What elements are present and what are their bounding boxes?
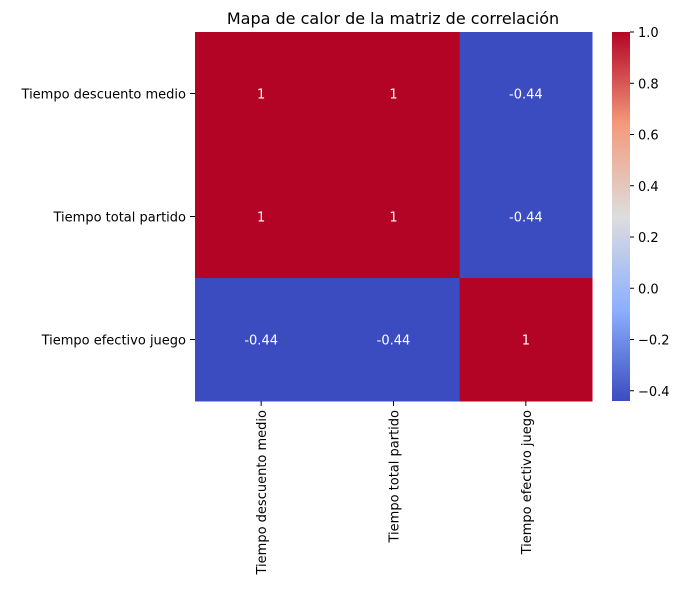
- x-tick-label: Tiempo descuento medio: [255, 410, 270, 576]
- cell-annotation: 1: [522, 334, 530, 349]
- cell-annotation: -0.44: [377, 334, 411, 349]
- cell-annotation: -0.44: [509, 88, 543, 103]
- heatmap-cell: [459, 278, 593, 402]
- cell-annotation: -0.44: [244, 334, 278, 349]
- heatmap-cells: [195, 32, 593, 402]
- colorbar-gradient: [612, 32, 630, 401]
- heatmap-cell: [459, 32, 593, 156]
- cell-annotation: 1: [389, 88, 397, 103]
- y-tick-label: Tiempo total partido: [53, 211, 187, 226]
- cell-annotation: 1: [257, 88, 265, 103]
- x-tick-label: Tiempo total partido: [388, 410, 403, 544]
- y-axis-labels: Tiempo descuento medio Tiempo total parti…: [21, 88, 195, 349]
- x-tick-label: Tiempo efectivo juego: [520, 410, 535, 555]
- heatmap-cell: [459, 155, 593, 279]
- cell-annotations: 1 1 -0.44 1 1 -0.44 -0.44 -0.44 1: [244, 88, 542, 349]
- cell-annotation: -0.44: [509, 211, 543, 226]
- heatmap-cell: [327, 32, 461, 156]
- heatmap-cell: [327, 155, 461, 279]
- chart-title: Mapa de calor de la matriz de correlació…: [227, 9, 559, 28]
- colorbar-tick-label: 0.2: [638, 231, 659, 246]
- colorbar: 1.0 0.8 0.6 0.4 0.2 0.0 −0.2 −0.4: [612, 26, 670, 401]
- heatmap-cell: [195, 32, 328, 156]
- colorbar-tick-label: −0.2: [638, 334, 670, 349]
- colorbar-tick-label: 0.4: [638, 180, 659, 195]
- colorbar-tick-label: 0.8: [638, 77, 659, 92]
- colorbar-tick-label: −0.4: [638, 385, 670, 400]
- colorbar-tick-label: 1.0: [638, 26, 659, 41]
- colorbar-tick-label: 0.0: [638, 282, 659, 297]
- y-tick-label: Tiempo efectivo juego: [41, 334, 186, 349]
- y-tick-label: Tiempo descuento medio: [21, 88, 187, 103]
- heatmap-cell: [195, 155, 328, 279]
- colorbar-tick-label: 0.6: [638, 129, 659, 144]
- cell-annotation: 1: [389, 211, 397, 226]
- heatmap-cell: [327, 278, 461, 402]
- x-axis-labels: Tiempo descuento medio Tiempo total parti…: [255, 401, 535, 575]
- cell-annotation: 1: [257, 211, 265, 226]
- heatmap-cell: [195, 278, 328, 402]
